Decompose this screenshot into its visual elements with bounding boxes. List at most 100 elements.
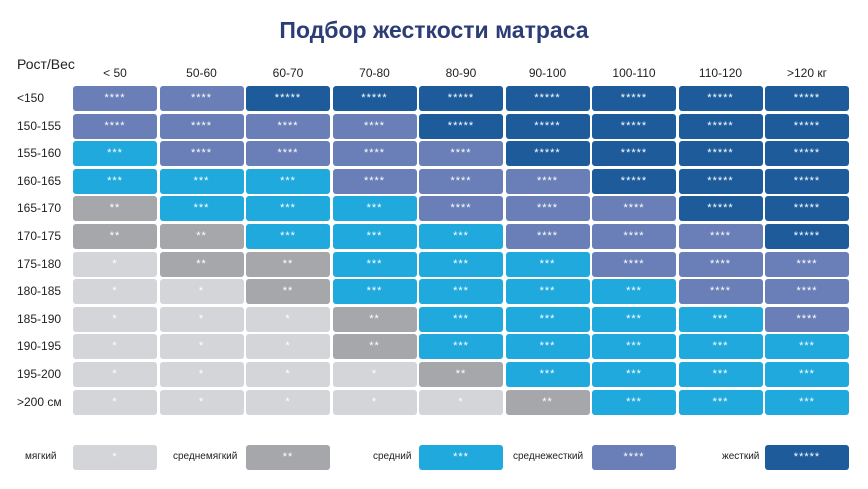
stiffness-cell: **** [678, 224, 763, 249]
stiffness-cell: ***** [592, 141, 676, 167]
stiffness-cell: ***** [419, 113, 503, 139]
stiffness-cell: *** [592, 279, 676, 305]
stiffness-cell: *** [246, 224, 330, 249]
stiffness-cell: *** [419, 279, 503, 305]
stiffness-cell: ***** [246, 86, 330, 111]
column-header: 100-110 [612, 66, 656, 80]
stiffness-cell: **** [765, 306, 849, 332]
stiffness-cell: **** [505, 224, 590, 249]
stiffness-cell: *** [505, 279, 590, 305]
column-header: 110-120 [698, 66, 743, 80]
stiffness-cell: *** [592, 334, 676, 360]
stiffness-cell: ***** [765, 113, 849, 139]
row-label: 175-180 [17, 256, 62, 271]
stiffness-cell: *** [332, 196, 417, 222]
stiffness-cell: ***** [505, 113, 590, 139]
stiffness-cell: *** [678, 334, 763, 360]
stiffness-cell: *** [505, 251, 590, 277]
stiffness-cell: ***** [765, 224, 849, 249]
stiffness-cell: **** [246, 113, 330, 139]
stiffness-cell: *** [419, 224, 503, 249]
stiffness-cell: * [246, 334, 330, 360]
stiffness-cell: **** [419, 168, 503, 194]
stiffness-cell: **** [332, 113, 417, 139]
stiffness-cell: *** [73, 141, 157, 167]
stiffness-cell: **** [332, 141, 417, 167]
stiffness-cell: *** [765, 362, 849, 387]
stiffness-cell: ***** [678, 196, 763, 222]
stiffness-cell: ***** [592, 86, 676, 111]
stiffness-cell: ** [73, 224, 157, 249]
row-label: 190-195 [17, 339, 62, 354]
row-label: 150-155 [17, 118, 62, 133]
row-label: 155-160 [17, 146, 62, 161]
stiffness-cell: ***** [765, 141, 849, 167]
row-label: 180-185 [17, 284, 62, 299]
stiffness-cell: *** [592, 306, 676, 332]
row-label: 185-190 [17, 311, 62, 326]
column-header: >120 кг [787, 66, 827, 80]
stiffness-cell: * [332, 362, 417, 387]
stiffness-cell: ** [246, 279, 330, 305]
stiffness-cell: * [246, 306, 330, 332]
legend-swatch: *** [419, 445, 503, 470]
stiffness-cell: *** [678, 306, 763, 332]
stiffness-cell: ** [419, 362, 503, 387]
stiffness-cell: ***** [592, 113, 676, 139]
stiffness-cell: ***** [765, 86, 849, 111]
stiffness-cell: ** [73, 196, 157, 222]
stiffness-cell: ***** [505, 86, 590, 111]
column-header: 80-90 [445, 66, 477, 80]
column-header: 90-100 [528, 66, 567, 80]
column-header: 70-80 [359, 66, 390, 80]
row-label: 160-165 [17, 173, 62, 188]
legend-label: жесткий [722, 451, 760, 462]
stiffness-cell: *** [73, 168, 157, 194]
stiffness-cell: **** [678, 251, 763, 277]
stiffness-cell: * [332, 389, 417, 415]
title: Подбор жесткости матраса [279, 17, 589, 43]
stiffness-cell: *** [765, 389, 849, 415]
stiffness-cell: **** [419, 141, 503, 167]
stiffness-cell: **** [592, 196, 676, 222]
stiffness-cell: *** [332, 224, 417, 249]
stiffness-cell: * [419, 389, 503, 415]
legend-swatch: ***** [765, 445, 849, 470]
row-label: <150 [17, 91, 45, 105]
row-label: 195-200 [17, 367, 62, 381]
stiffness-cell: ** [159, 224, 244, 249]
stiffness-cell: *** [592, 362, 676, 387]
stiffness-cell: **** [678, 279, 763, 305]
stiffness-cell: **** [159, 86, 244, 111]
stiffness-cell: * [159, 334, 244, 360]
stiffness-cell: *** [159, 196, 244, 222]
stiffness-cell: ** [332, 334, 417, 360]
stiffness-cell: * [73, 306, 157, 332]
legend-label: мягкий [25, 451, 57, 462]
row-label: 165-170 [17, 201, 62, 216]
stiffness-cell: * [73, 251, 157, 277]
stiffness-cell: **** [419, 196, 503, 222]
column-header: < 50 [103, 66, 127, 80]
stiffness-cell: ***** [765, 168, 849, 194]
stiffness-cell: ***** [765, 196, 849, 222]
stiffness-cell: **** [73, 86, 157, 111]
stiffness-cell: ***** [505, 141, 590, 167]
stiffness-cell: * [246, 389, 330, 415]
stiffness-cell: **** [73, 113, 157, 139]
stiffness-cell: *** [419, 334, 503, 360]
stiffness-cell: * [246, 362, 330, 387]
stiffness-cell: **** [505, 168, 590, 194]
stiffness-cell: **** [765, 251, 849, 277]
stiffness-cell: **** [505, 196, 590, 222]
stiffness-cell: * [73, 334, 157, 360]
stiffness-cell: *** [246, 196, 330, 222]
stiffness-cell: ***** [678, 113, 763, 139]
stiffness-cell: **** [592, 224, 676, 249]
stiffness-cell: *** [419, 306, 503, 332]
column-header: 60-70 [272, 66, 304, 80]
stiffness-cell: *** [678, 389, 763, 415]
stiffness-cell: *** [419, 251, 503, 277]
stiffness-cell: *** [505, 306, 590, 332]
stiffness-cell: ***** [678, 168, 763, 194]
